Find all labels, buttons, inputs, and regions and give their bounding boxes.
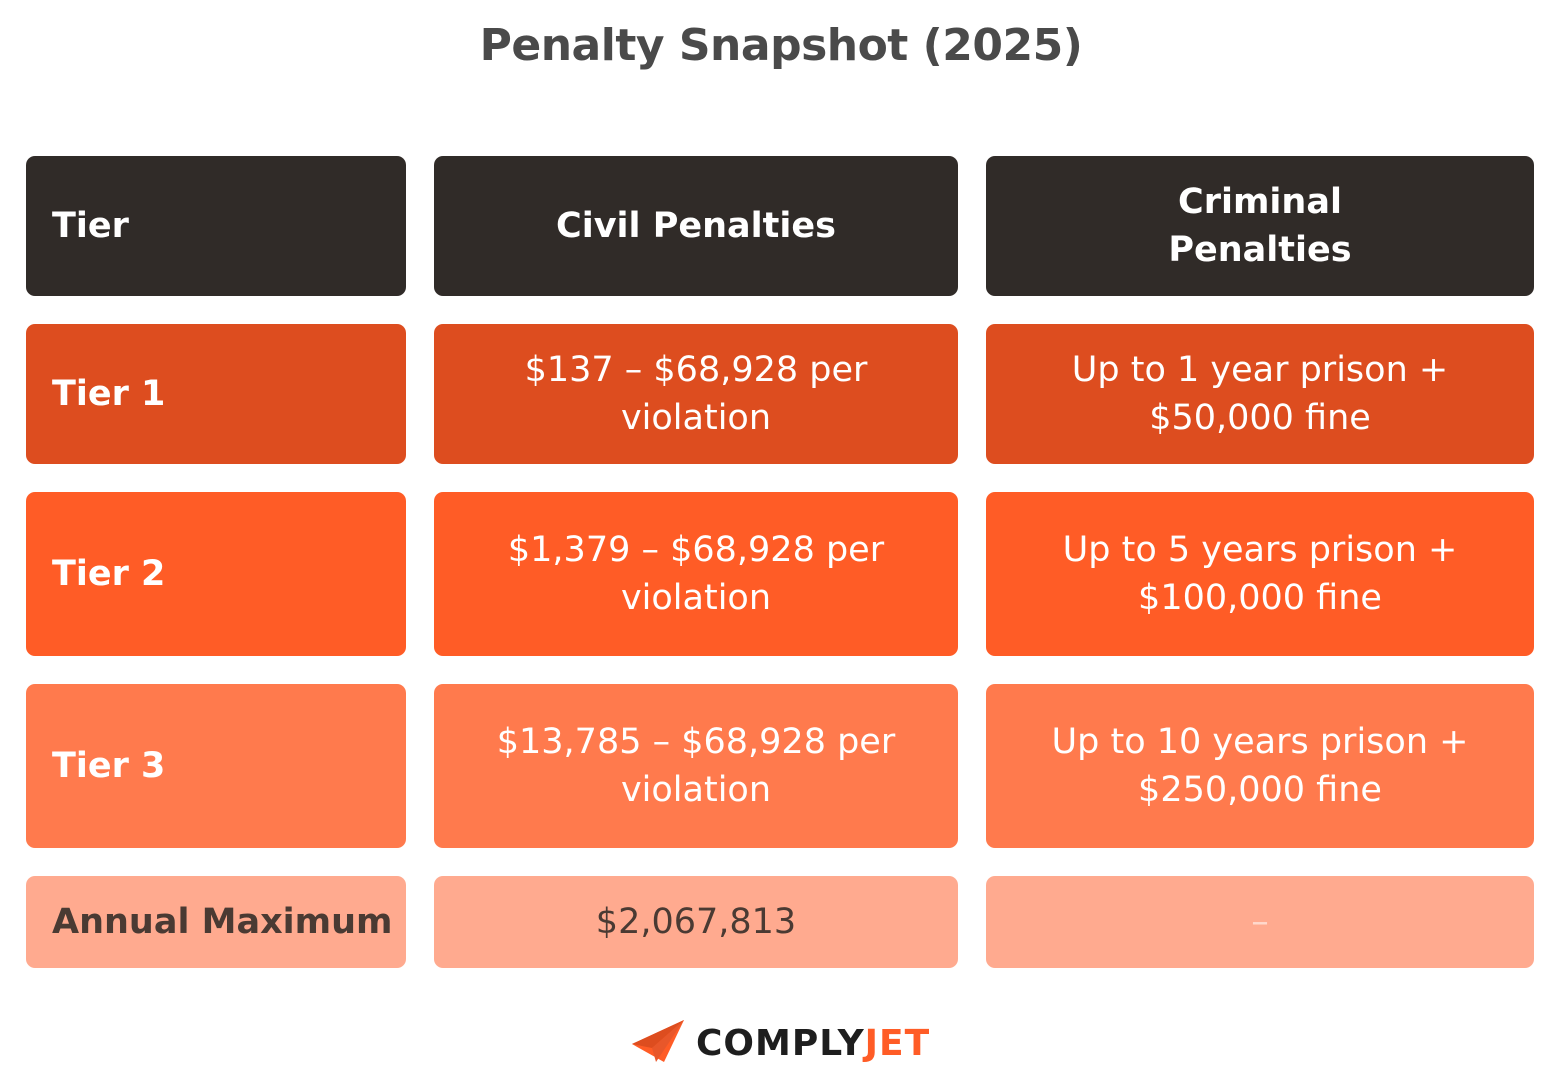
tier-label: Tier 3 [26,684,406,848]
page-title: Penalty Snapshot (2025) [479,20,1083,71]
complyjet-logo: COMPLYJET [630,1018,930,1068]
criminal-penalty-cell: Up to 5 years prison + $100,000 fine [986,492,1534,656]
criminal-penalty-text: Up to 1 year prison + $50,000 fine [1071,350,1449,438]
civil-penalty-cell: $1,379 – $68,928 per violation [434,492,958,656]
tier-label: Tier 2 [26,492,406,656]
header-tier: Tier [26,156,406,296]
logo-word-jet: JET [864,1022,931,1064]
table-row-tier-1: Tier 1 $137 – $68,928 per violation Up t… [26,324,1534,464]
civil-penalty-text: $1,379 – $68,928 per violation [507,530,885,618]
header-civil-penalties: Civil Penalties [434,156,958,296]
civil-penalty-cell: $13,785 – $68,928 per violation [434,684,958,848]
criminal-penalty-cell: Up to 10 years prison + $250,000 fine [986,684,1534,848]
penalty-table: Tier Civil Penalties Criminal Penalties … [26,156,1534,996]
civil-penalty-cell: $137 – $68,928 per violation [434,324,958,464]
civil-penalty-text: $137 – $68,928 per violation [524,350,868,438]
table-row-tier-2: Tier 2 $1,379 – $68,928 per violation Up… [26,492,1534,656]
header-criminal-penalties: Criminal Penalties [986,156,1534,296]
table-row-annual-maximum: Annual Maximum $2,067,813 – [26,876,1534,968]
civil-penalty-text: $13,785 – $68,928 per violation [496,722,896,810]
logo-wordmark: COMPLYJET [696,1023,930,1064]
tier-label: Tier 1 [26,324,406,464]
criminal-penalty-cell: Up to 1 year prison + $50,000 fine [986,324,1534,464]
table-row-tier-3: Tier 3 $13,785 – $68,928 per violation U… [26,684,1534,848]
paper-plane-icon [630,1018,686,1068]
logo-word-comply: COMPLY [696,1022,865,1064]
annual-maximum-criminal: – [986,876,1534,968]
criminal-penalty-text: Up to 10 years prison + $250,000 fine [1051,722,1469,810]
annual-maximum-label: Annual Maximum [26,876,406,968]
criminal-penalty-text: Up to 5 years prison + $100,000 fine [1062,530,1458,618]
annual-maximum-civil: $2,067,813 [434,876,958,968]
header-criminal-label: Criminal Penalties [1168,182,1352,270]
table-header-row: Tier Civil Penalties Criminal Penalties [26,156,1534,296]
